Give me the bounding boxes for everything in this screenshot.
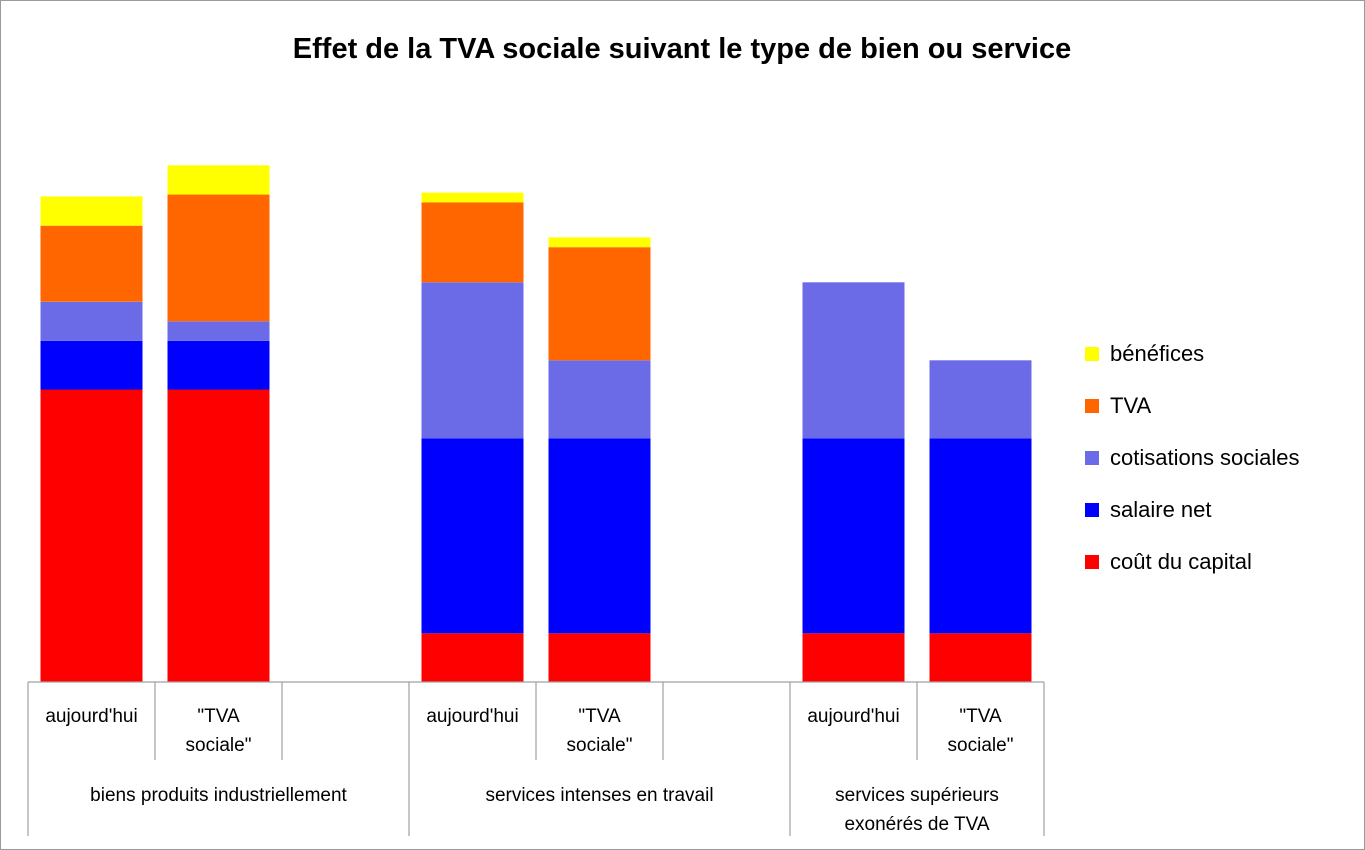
legend-swatch-1 [1085,399,1099,413]
bar-segment-tva-3 [421,202,524,283]
category-axis: aujourd'hui "TVA sociale" aujourd'hui "TVA so… [27,681,1045,836]
legend: bénéfices TVA cotisations sociales salaire … [1085,341,1300,574]
category-label-3-0: aujourd'hui [426,706,518,727]
legend-swatch-2 [1085,451,1099,465]
category-label-1-1: sociale" [186,735,252,756]
bar-segment-salaire-net-3 [421,438,524,634]
legend-label-4: coût du capital [1110,549,1252,574]
bar-segment-b-n-fices-1 [167,165,270,195]
legend-label-0: bénéfices [1110,341,1204,366]
bar-segment-co-t-du-capital-6 [802,633,905,683]
legend-label-1: TVA [1110,393,1151,418]
legend-swatch-3 [1085,503,1099,517]
category-label-4-0: "TVA [578,706,621,727]
chart-title: Effet de la TVA sociale suivant le type … [293,33,1071,65]
legend-label-2: cotisations sociales [1110,445,1300,470]
bar-segment-cotisations-sociales-4 [548,360,651,439]
category-label-7-1: sociale" [948,735,1014,756]
bar-segment-salaire-net-0 [40,340,143,390]
bar-segment-cotisations-sociales-3 [421,282,524,439]
bar-segment-co-t-du-capital-7 [929,633,1032,683]
group-label-0-0: biens produits industriellement [90,785,347,806]
bar-segment-b-n-fices-4 [548,237,651,248]
bar-segment-salaire-net-4 [548,438,651,634]
bar-segment-tva-4 [548,247,651,361]
bar-segment-salaire-net-1 [167,340,270,390]
category-label-1-0: "TVA [197,706,240,727]
bar-segment-co-t-du-capital-4 [548,633,651,683]
category-label-6-0: aujourd'hui [807,706,899,727]
bar-segment-co-t-du-capital-1 [167,389,270,682]
bar-segment-cotisations-sociales-7 [929,360,1032,439]
category-label-7-0: "TVA [959,706,1002,727]
legend-label-3: salaire net [1110,497,1212,522]
group-label-2-1: exonérés de TVA [844,814,989,835]
bars-layer [40,165,1032,683]
bar-segment-co-t-du-capital-3 [421,633,524,683]
bar-segment-co-t-du-capital-0 [40,389,143,682]
bar-segment-cotisations-sociales-6 [802,282,905,439]
bar-segment-salaire-net-7 [929,438,1032,634]
group-label-2-0: services supérieurs [835,785,999,806]
group-label-1-0: services intenses en travail [485,785,713,806]
bar-segment-b-n-fices-0 [40,196,143,226]
bar-segment-salaire-net-6 [802,438,905,634]
category-label-0-0: aujourd'hui [45,706,137,727]
legend-swatch-0 [1085,347,1099,361]
bar-segment-cotisations-sociales-1 [167,321,270,341]
bar-segment-b-n-fices-3 [421,192,524,203]
category-label-4-1: sociale" [567,735,633,756]
bar-segment-cotisations-sociales-0 [40,301,143,341]
bar-segment-tva-1 [167,194,270,322]
bar-segment-tva-0 [40,225,143,302]
legend-swatch-4 [1085,555,1099,569]
